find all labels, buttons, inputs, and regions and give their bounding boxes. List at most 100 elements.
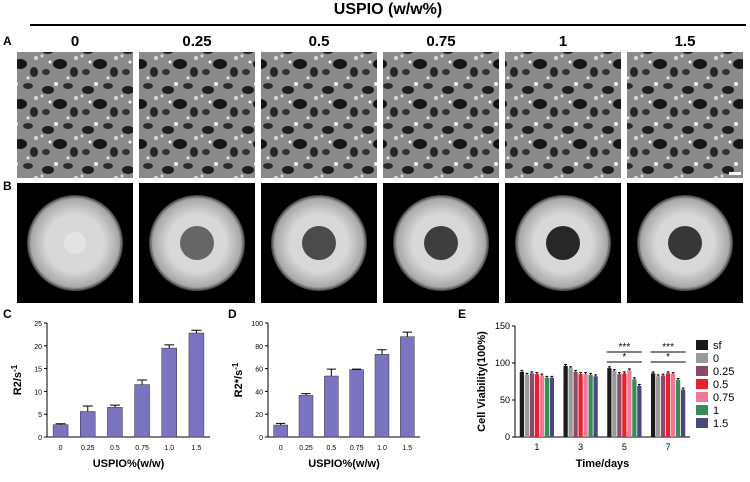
bar [627, 370, 632, 437]
y-axis-label: R2/s-1 [10, 364, 24, 395]
error-bar [545, 375, 549, 378]
legend-label: 0.5 [713, 379, 728, 391]
mri-core [546, 226, 580, 260]
significance-label: * [666, 352, 670, 363]
sem-image [261, 52, 377, 178]
bar [578, 374, 583, 437]
y-tick-label: 15 [34, 367, 42, 374]
legend-swatch [696, 379, 708, 389]
x-axis-label: USPIO%(w/w) [308, 458, 380, 470]
y-tick-label: 100 [251, 321, 263, 328]
error-bar [109, 404, 120, 408]
bar [568, 368, 573, 437]
mri-core [302, 226, 336, 260]
error-bar [617, 372, 621, 375]
bar [666, 373, 671, 437]
bar [52, 424, 69, 438]
bar [539, 375, 544, 437]
y-axis-label: Cell Viability(100%) [476, 331, 488, 432]
legend-label: sf [713, 340, 723, 352]
error-bar [377, 349, 387, 355]
bar [676, 380, 681, 437]
bar [681, 389, 686, 437]
bar [588, 374, 593, 437]
error-bar [671, 372, 675, 375]
x-tick-label: 0.25 [81, 445, 95, 452]
column-label: 0.75 [426, 33, 455, 50]
bar [593, 376, 598, 437]
legend-label: 0.75 [713, 392, 734, 404]
bar [637, 385, 642, 437]
column-label: 0.25 [182, 33, 211, 50]
panel-label: D [228, 307, 237, 321]
mri-core [424, 226, 458, 260]
error-bar [525, 372, 529, 375]
error-bar [569, 366, 573, 369]
panel-label: E [458, 307, 466, 321]
error-bar [627, 368, 631, 371]
error-bar [276, 422, 286, 426]
sem-image [505, 52, 621, 178]
error-bar [656, 374, 660, 377]
legend-label: 1 [713, 405, 719, 417]
error-bar [676, 378, 680, 381]
bar [134, 384, 150, 438]
error-bar [540, 373, 544, 376]
sem-image [17, 52, 133, 178]
y-axis-label-main: Cell Viability(100%) [476, 331, 488, 432]
y-tick-label: 80 [255, 344, 263, 351]
y-tick-label: 10 [34, 389, 42, 396]
x-tick-label: 0 [279, 445, 283, 452]
bar [563, 365, 568, 437]
bar [161, 347, 177, 438]
x-tick-label: 0.75 [135, 445, 149, 452]
panel-label: A [3, 34, 12, 48]
significance-label: *** [662, 342, 674, 353]
y-tick-label: 20 [34, 344, 42, 351]
bar [671, 374, 676, 437]
x-tick-label: 0.75 [350, 445, 364, 452]
legend-swatch [696, 366, 708, 376]
bar [524, 374, 529, 437]
x-tick-label: 5 [622, 442, 627, 452]
column-label: 0.5 [309, 33, 330, 50]
y-tick-label: 25 [34, 321, 42, 328]
error-bar [651, 371, 655, 374]
bar [324, 375, 339, 438]
bar [80, 411, 96, 438]
y-tick-label: 150 [495, 321, 510, 331]
y-tick-label: 20 [255, 412, 263, 419]
bar [661, 375, 666, 437]
error-bar [607, 366, 611, 369]
error-bar [589, 372, 593, 375]
bar [400, 336, 415, 438]
bar [107, 407, 123, 438]
bar [583, 374, 588, 437]
x-tick-label: 3 [578, 442, 583, 452]
y-tick-label: 0 [38, 435, 42, 442]
bar [612, 371, 617, 437]
legend-label: 0.25 [713, 366, 734, 378]
legend-label: 1.5 [713, 418, 728, 430]
error-bar [164, 344, 175, 349]
error-bar [191, 329, 202, 334]
mri-core [668, 226, 702, 260]
error-bar [564, 363, 568, 366]
column-label: 1.5 [675, 33, 696, 50]
legend-swatch [696, 405, 708, 415]
y-axis-label-main: R2*/s [233, 370, 245, 398]
error-bar [520, 369, 524, 372]
bar [622, 373, 627, 437]
y-tick-label: 100 [495, 358, 510, 368]
bar [617, 374, 622, 437]
bar [651, 373, 656, 437]
panel-label: B [3, 179, 12, 193]
x-tick-label: 0 [59, 445, 63, 452]
error-bar [666, 371, 670, 374]
x-tick-label: 7 [666, 442, 671, 452]
x-tick-label: 1.5 [192, 445, 202, 452]
y-tick-label: 50 [500, 395, 510, 405]
figure-title: USPIO (w/w%) [334, 1, 442, 18]
bar [544, 377, 549, 437]
column-label: 0 [71, 33, 79, 50]
